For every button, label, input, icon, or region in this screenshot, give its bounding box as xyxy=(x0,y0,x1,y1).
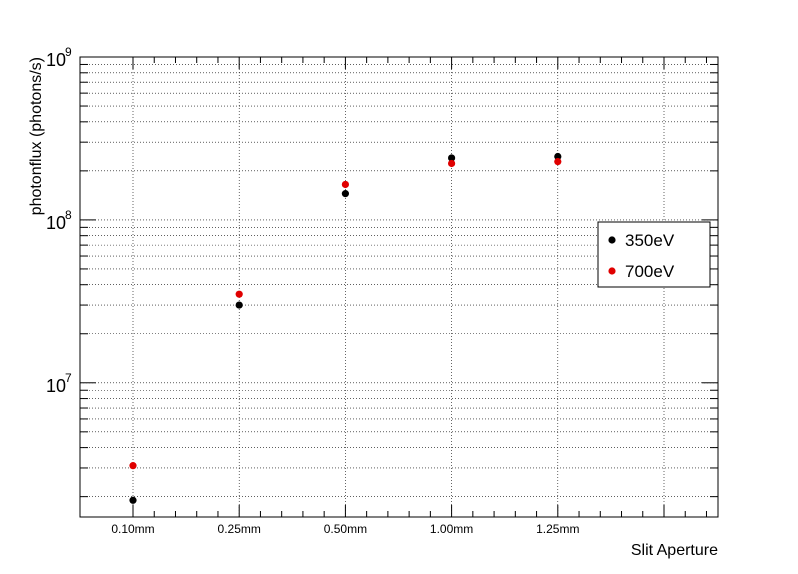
y-tick-label-exponent: 7 xyxy=(65,371,72,385)
data-point-700eV xyxy=(235,290,243,298)
y-tick-label-exponent: 9 xyxy=(65,45,72,59)
x-tick-label: 1.25mm xyxy=(536,522,579,536)
x-axis: 0.10mm 0.25mm 0.50mm 1.00mm 1.25mm xyxy=(111,57,707,536)
x-tick-label: 0.25mm xyxy=(218,522,261,536)
y-tick-label: 10 xyxy=(46,213,66,233)
legend-box xyxy=(597,221,711,288)
legend-marker xyxy=(608,236,616,244)
legend-marker xyxy=(608,267,616,275)
x-tick-label: 0.50mm xyxy=(324,522,367,536)
y-tick-label: 10 xyxy=(46,376,66,396)
legend-label: 350eV xyxy=(625,231,675,250)
data-point-350eV xyxy=(554,152,562,161)
data-point-350eV xyxy=(129,496,137,504)
legend-label: 700eV xyxy=(625,262,675,281)
data-point-350eV xyxy=(448,154,456,162)
data-point-700eV xyxy=(448,159,456,168)
x-tick-label: 0.10mm xyxy=(111,522,154,536)
data-point-700eV xyxy=(554,157,562,166)
data-point-700eV xyxy=(341,180,349,189)
data-points xyxy=(129,152,562,504)
data-point-700eV xyxy=(129,462,137,470)
x-axis-title: Slit Aperture xyxy=(631,542,718,559)
legend: 350eV 700eV xyxy=(597,221,711,288)
data-point-350eV xyxy=(341,190,349,198)
x-tick-label: 1.00mm xyxy=(430,522,473,536)
y-tick-label-exponent: 8 xyxy=(65,208,72,222)
plot-frame xyxy=(79,56,719,518)
y-tick-label: 10 xyxy=(46,50,66,70)
data-point-350eV xyxy=(235,301,243,309)
y-axis-title: photonflux (photons/s) xyxy=(28,57,45,215)
